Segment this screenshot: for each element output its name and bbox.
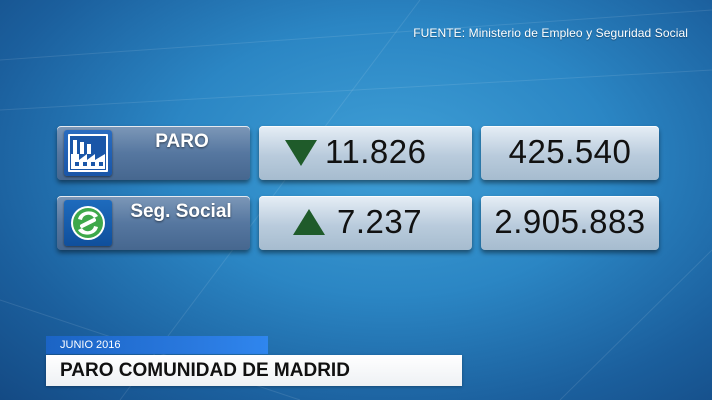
arrow-down-icon — [285, 140, 317, 166]
stat-row-paro: PARO 11.826 425.540 — [57, 126, 659, 180]
label-panel: PARO — [57, 126, 250, 180]
label-panel: Seg. Social — [57, 196, 250, 250]
date-label: JUNIO 2016 — [46, 336, 268, 354]
change-value: 11.826 — [325, 133, 427, 170]
change-panel: 7.237 — [259, 196, 472, 250]
source-caption: FUENTE: Ministerio de Empleo y Seguridad… — [413, 26, 688, 40]
total-value: 2.905.883 — [494, 203, 646, 240]
arrow-up-icon — [293, 209, 325, 235]
stat-row-seg-social: Seg. Social 7.237 2.905.883 — [57, 196, 659, 250]
change-panel: 11.826 — [259, 126, 472, 180]
social-security-logo-icon — [64, 200, 112, 246]
total-panel: 2.905.883 — [481, 196, 659, 250]
stat-label: PARO — [155, 131, 209, 152]
stat-label: Seg. Social — [130, 201, 232, 222]
change-value: 7.237 — [337, 203, 423, 240]
total-panel: 425.540 — [481, 126, 659, 180]
factory-icon — [64, 130, 112, 176]
lower-third-title: PARO COMUNIDAD DE MADRID — [46, 355, 462, 386]
total-value: 425.540 — [508, 133, 632, 170]
